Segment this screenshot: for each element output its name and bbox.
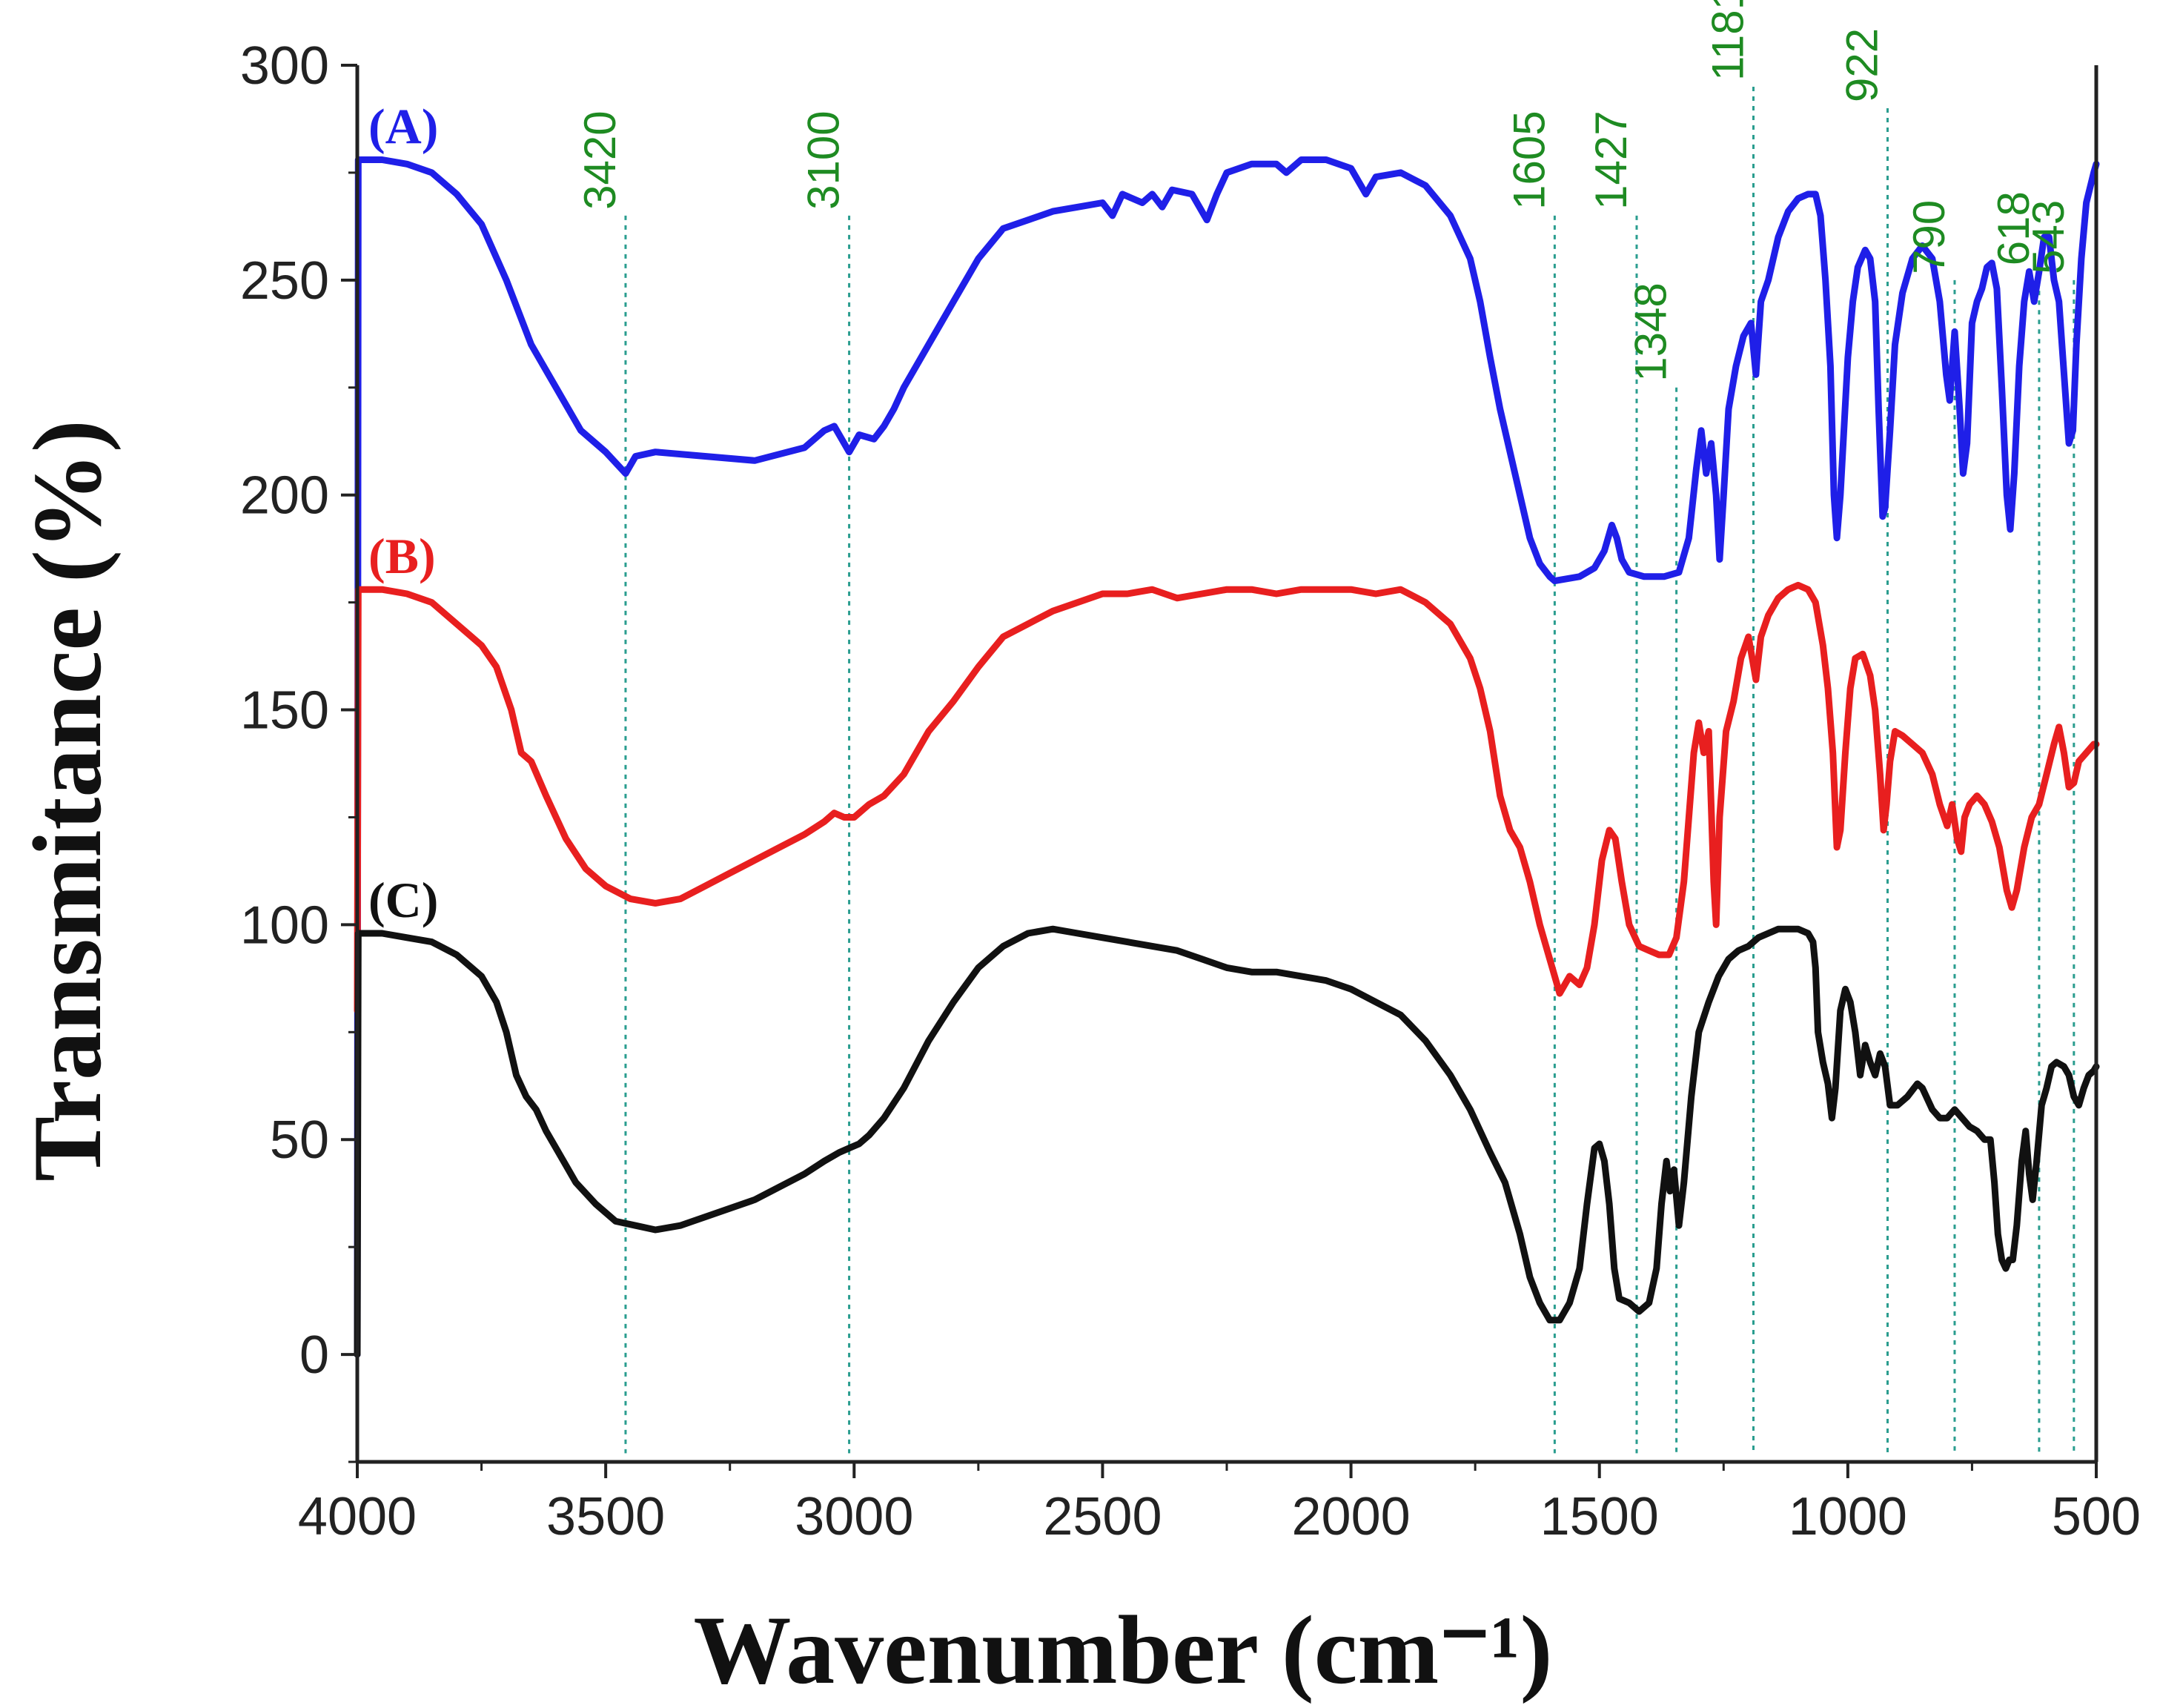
x-ticks: 4000 3500 3000 2500 2000 1500 1000 500 xyxy=(298,1462,2141,1546)
series-labels: (A) (B) (C) xyxy=(368,99,438,928)
y-axis-title: Transmitance (%) xyxy=(13,420,122,1182)
y-tick-label: 0 xyxy=(299,1325,329,1385)
peak-label: 922 xyxy=(1837,28,1886,102)
series-label: (B) xyxy=(368,528,436,584)
x-tick-label: 2000 xyxy=(1291,1487,1410,1546)
x-tick-label: 1000 xyxy=(1789,1487,1907,1546)
peak-label: 1427 xyxy=(1586,110,1636,209)
y-tick-label: 250 xyxy=(240,251,329,311)
peak-label: 1181 xyxy=(1703,0,1753,81)
y-tick-label: 100 xyxy=(240,896,329,955)
x-tick-label: 3000 xyxy=(795,1487,913,1546)
peak-label: 3100 xyxy=(799,110,849,209)
x-tick-label: 4000 xyxy=(298,1487,417,1546)
peak-label: 543 xyxy=(2024,200,2073,274)
x-tick-label: 1500 xyxy=(1540,1487,1659,1546)
x-tick-label: 2500 xyxy=(1043,1487,1162,1546)
series-label: (A) xyxy=(368,99,438,155)
peak-label: 3420 xyxy=(575,110,625,209)
series-line-2 xyxy=(354,581,2100,1014)
y-tick-label: 200 xyxy=(240,466,329,526)
peak-label: 790 xyxy=(1904,200,1954,274)
y-tick-label: 300 xyxy=(240,36,329,96)
x-axis-title: Wavenumber (cm⁻¹) xyxy=(694,1595,1553,1704)
y-ticks: 0 50 100 150 200 250 300 xyxy=(240,36,357,1463)
series-label: (C) xyxy=(368,872,438,928)
x-tick-label: 3500 xyxy=(546,1487,665,1546)
series-line-3 xyxy=(354,925,2100,1358)
series-layer xyxy=(354,156,2100,1358)
peak-label: 1348 xyxy=(1626,282,1676,381)
y-tick-label: 150 xyxy=(240,681,329,741)
peak-label: 1605 xyxy=(1504,110,1554,209)
peak-label: 618 xyxy=(1989,191,2038,265)
y-tick-label: 50 xyxy=(270,1110,329,1170)
x-tick-label: 500 xyxy=(2052,1487,2141,1546)
series-line-1 xyxy=(354,156,2100,1358)
